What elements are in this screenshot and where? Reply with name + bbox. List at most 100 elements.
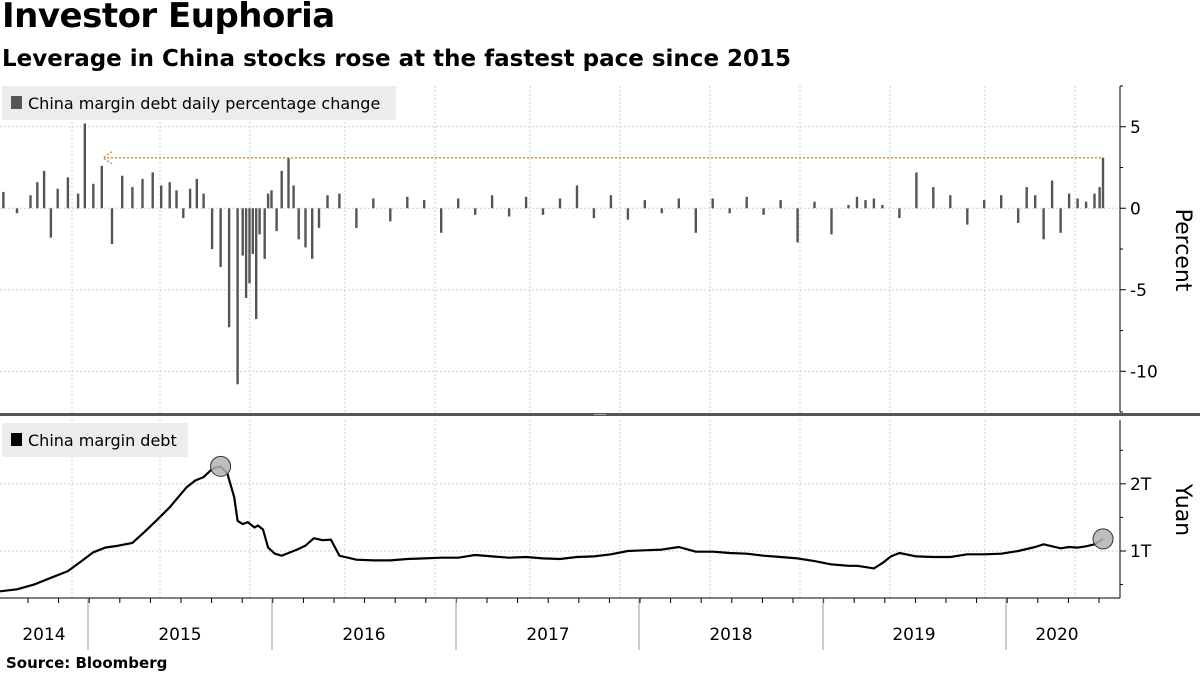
bar [796,208,799,243]
bar [236,208,239,385]
bar [227,208,231,328]
bar [275,208,278,232]
bar [182,208,185,219]
bar [626,208,630,220]
x-tick-label: 2015 [158,625,201,645]
bar [847,205,850,209]
bar [100,165,103,209]
bar [660,208,663,214]
bar [915,172,918,209]
bar [711,198,714,209]
bar [1034,195,1037,209]
bar [1059,208,1062,233]
top-y-axis: 5 0 -5 -10 [1119,85,1158,413]
bar [609,195,613,209]
bar [1093,193,1096,209]
legend-background [2,86,396,120]
bar [762,208,765,215]
highlight-marker [210,455,232,477]
bar [406,196,409,209]
bar [311,208,314,259]
x-tick-label: 2016 [342,625,385,645]
bar [1101,157,1105,209]
bar [141,178,144,209]
legend-margin-debt: China margin debt [2,423,188,457]
bar [949,195,952,209]
bar [202,193,205,209]
bar [1042,208,1045,240]
legend-label-margin-debt: China margin debt [28,431,177,450]
bar [1067,193,1071,209]
x-axis: 2014 2015 2016 2017 2018 2019 2020 [0,597,1120,650]
chart-subtitle: Leverage in China stocks rose at the fas… [2,46,792,72]
y-axis-title-percent: Percent [1170,209,1195,292]
bar [326,195,329,209]
bar [76,193,80,209]
bar [355,208,358,228]
y-tick-label: -5 [1130,281,1147,301]
bar [15,208,19,214]
source-note: Source: Bloomberg [6,654,168,672]
bar [270,190,273,209]
legend-label-daily-change: China margin debt daily percentage chang… [28,94,380,113]
bar [1025,187,1028,209]
bar [2,191,5,209]
y-tick-label: 1T [1130,542,1152,562]
bar [160,185,163,209]
bar [457,198,460,209]
bar [575,185,579,209]
bar [188,188,192,209]
x-tick-label: 2019 [892,625,935,645]
bar [175,190,178,209]
bar [507,208,511,217]
bar [932,187,935,209]
bar [966,208,969,225]
bar [694,208,697,233]
bar [304,208,307,248]
bar [541,208,545,215]
bar [83,123,86,209]
bar [131,187,134,209]
bar [251,208,254,254]
legend-background [2,423,188,457]
bar [266,193,270,209]
bar [864,200,867,209]
bar [643,200,646,209]
bottom-y-axis: 2T 1T [1119,420,1152,598]
legend-swatch-bars [11,96,22,109]
bar [677,198,680,209]
bar [440,208,443,233]
bar [338,193,341,209]
bar [248,208,251,284]
highlight-markers [210,455,1114,550]
bar [168,182,171,209]
annotation-arrow [101,151,1102,165]
bar [292,185,295,209]
bar [263,208,266,259]
x-tick-label: 2018 [709,625,752,645]
margin-debt-panel: 2T 1T China margin debt Yuan [0,420,1195,598]
bar [830,208,833,235]
x-tick-label: 2014 [22,625,65,645]
bar [36,182,39,209]
bar [287,157,290,209]
bar [195,178,198,209]
bar [983,200,986,209]
bar [280,170,283,209]
y-tick-label: -10 [1130,362,1158,382]
bar [219,208,222,267]
bar [474,208,477,215]
legend-swatch-line [11,433,22,446]
bar [372,198,375,209]
bar [881,205,884,209]
y-tick-label: 5 [1130,118,1141,138]
bar [42,170,46,209]
bar [898,208,901,219]
bar [49,208,53,238]
bar [56,188,59,209]
bar [317,208,321,228]
bar [29,195,32,209]
bar [524,196,528,209]
bar [210,208,214,250]
bar [1050,180,1054,209]
